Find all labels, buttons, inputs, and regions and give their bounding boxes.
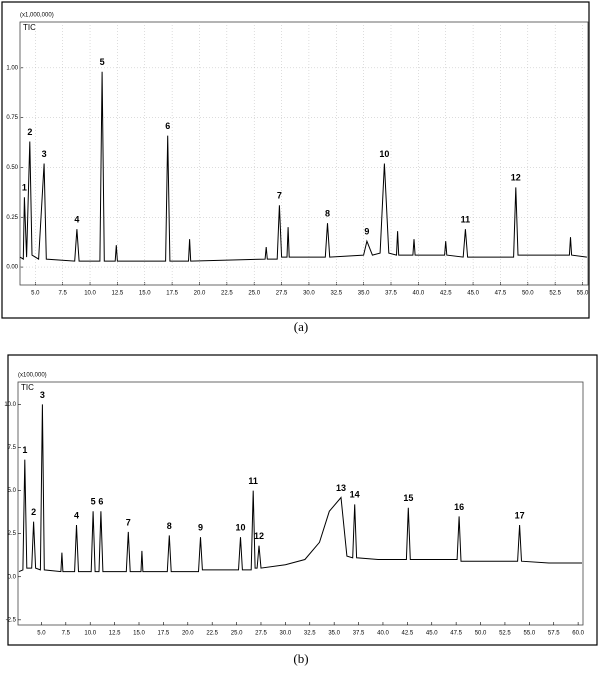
caption: (a)	[294, 319, 308, 334]
peak-label: 2	[27, 127, 32, 137]
x-tick-label: 32.5	[304, 631, 316, 637]
trace-label: TIC	[23, 23, 36, 32]
x-tick-label: 52.5	[499, 631, 511, 637]
x-tick-label: 22.5	[221, 291, 233, 297]
x-tick-label: 37.5	[385, 291, 397, 297]
plot-frame	[17, 381, 584, 626]
x-tick-label: 35.0	[358, 291, 370, 297]
x-tick-label: 50.0	[522, 291, 534, 297]
x-tick-label: 22.5	[206, 631, 218, 637]
y-tick-label: 2.5	[8, 531, 17, 537]
scale-label: (x1,000,000)	[20, 13, 54, 19]
y-tick-label: 5.0	[8, 488, 17, 494]
peak-label: 1	[22, 183, 27, 193]
peak-label: 6	[165, 121, 170, 131]
x-tick-label: 52.5	[549, 291, 561, 297]
x-tick-label: 35.0	[328, 631, 340, 637]
peak-label: 7	[277, 191, 282, 201]
x-tick-label: 7.5	[62, 631, 71, 637]
trace-line	[18, 404, 582, 573]
plot-frame	[19, 21, 589, 286]
x-tick-label: 42.5	[402, 631, 414, 637]
y-tick-label: -2.5	[6, 617, 17, 623]
x-tick-label: 42.5	[440, 291, 452, 297]
y-tick-label: 10.0	[4, 402, 16, 408]
x-tick-label: 45.0	[467, 291, 479, 297]
x-tick-label: 5.0	[37, 631, 46, 637]
x-tick-label: 57.5	[548, 631, 560, 637]
x-tick-label: 27.5	[276, 291, 288, 297]
peak-label: 3	[40, 390, 45, 400]
peak-label: 16	[454, 502, 464, 512]
peak-label: 13	[336, 483, 346, 493]
peak-label: 17	[515, 510, 525, 520]
peak-label: 9	[364, 227, 369, 237]
caption: (b)	[293, 651, 308, 666]
peak-label: 8	[167, 521, 172, 531]
peak-label: 4	[74, 510, 79, 520]
x-tick-label: 15.0	[139, 291, 151, 297]
peak-label: 7	[126, 517, 131, 527]
y-tick-label: 1.00	[6, 65, 18, 71]
x-tick-label: 37.5	[353, 631, 365, 637]
y-tick-label: 0.50	[6, 165, 18, 171]
x-tick-label: 7.5	[59, 291, 68, 297]
peak-label: 6	[98, 497, 103, 507]
peak-label: 2	[31, 507, 36, 517]
peak-label: 14	[350, 490, 360, 500]
x-tick-label: 15.0	[133, 631, 145, 637]
x-tick-label: 40.0	[377, 631, 389, 637]
x-tick-label: 25.0	[231, 631, 243, 637]
peak-label: 3	[42, 149, 47, 159]
x-tick-label: 55.0	[523, 631, 535, 637]
peak-label: 5	[91, 497, 96, 507]
peak-label: 1	[22, 445, 27, 455]
x-tick-label: 45.0	[426, 631, 438, 637]
peak-label: 8	[325, 209, 330, 219]
x-tick-label: 27.5	[255, 631, 267, 637]
x-tick-label: 55.0	[577, 291, 589, 297]
scale-label: (x100,000)	[18, 373, 47, 379]
x-tick-label: 5.0	[31, 291, 40, 297]
x-tick-label: 12.5	[109, 631, 121, 637]
peak-label: 12	[511, 173, 521, 183]
peak-label: 11	[248, 476, 258, 486]
x-tick-label: 47.5	[450, 631, 462, 637]
panel-frame	[7, 354, 598, 646]
x-tick-label: 50.0	[475, 631, 487, 637]
x-tick-label: 47.5	[495, 291, 507, 297]
panel-frame	[1, 1, 590, 319]
x-tick-label: 60.0	[572, 631, 584, 637]
y-tick-label: 0.75	[6, 115, 18, 121]
x-tick-label: 17.5	[166, 291, 178, 297]
peak-label: 12	[254, 531, 264, 541]
x-tick-label: 10.0	[84, 631, 96, 637]
peak-label: 9	[198, 522, 203, 532]
x-tick-label: 17.5	[158, 631, 170, 637]
x-tick-label: 12.5	[112, 291, 124, 297]
x-tick-label: 32.5	[330, 291, 342, 297]
x-tick-label: 10.0	[84, 291, 96, 297]
x-tick-label: 30.0	[303, 291, 315, 297]
peak-label: 5	[100, 57, 105, 67]
y-tick-label: 0.00	[6, 265, 18, 271]
peak-label: 10	[379, 149, 389, 159]
x-tick-label: 20.0	[182, 631, 194, 637]
trace-label: TIC	[21, 383, 34, 392]
peak-label: 4	[74, 215, 79, 225]
y-tick-label: 7.5	[8, 445, 17, 451]
peak-label: 10	[235, 522, 245, 532]
x-tick-label: 25.0	[248, 291, 260, 297]
x-tick-label: 40.0	[413, 291, 425, 297]
x-tick-label: 20.0	[194, 291, 206, 297]
trace-line	[19, 71, 587, 262]
y-tick-label: 0.0	[8, 574, 17, 580]
y-tick-label: 0.25	[6, 215, 18, 221]
x-tick-label: 30.0	[280, 631, 292, 637]
peak-label: 11	[461, 215, 471, 225]
peak-label: 15	[403, 493, 413, 503]
